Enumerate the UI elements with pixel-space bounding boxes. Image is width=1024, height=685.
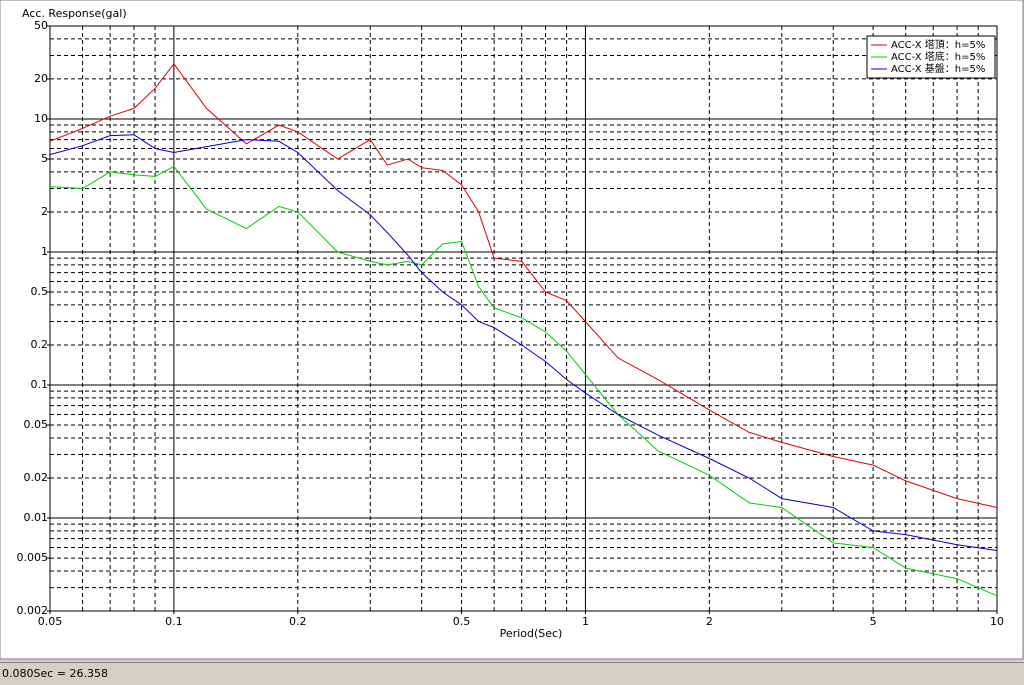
y-tick-label: 2	[41, 205, 48, 218]
legend-label: ACC-X 塔頂：h=5%	[891, 38, 985, 51]
y-tick-label: 0.5	[31, 285, 49, 298]
series-line	[49, 62, 998, 508]
y-axis-label: Acc. Response(gal)	[22, 7, 127, 20]
x-tick-label: 0.1	[165, 615, 183, 628]
chart: Acc. Response(gal) Period(Sec) 0.05 0.1 0.…	[0, 0, 1024, 660]
status-bar: 0.080Sec = 26.358	[0, 662, 1024, 684]
x-tick-label: 0.5	[453, 615, 471, 628]
y-tick-label: 5	[41, 152, 48, 165]
y-tick-label: 20	[34, 72, 48, 85]
legend-label: ACC-X 塔底：h=5%	[891, 50, 985, 63]
y-tick-label: 0.05	[24, 418, 49, 431]
y-tick-label: 0.02	[24, 471, 49, 484]
series-line	[49, 165, 998, 597]
y-tick-label: 10	[34, 112, 48, 125]
y-tick-label: 0.005	[17, 551, 49, 564]
series-line	[49, 134, 998, 551]
legend-label: ACC-X 基盤：h=5%	[891, 62, 985, 75]
legend-box	[866, 35, 996, 79]
x-tick-label: 0.2	[289, 615, 307, 628]
x-tick-label: 0.05	[38, 615, 63, 628]
y-tick-label: 0.2	[31, 338, 49, 351]
x-tick-label: 10	[990, 615, 1004, 628]
y-tick-label: 1	[41, 245, 48, 258]
x-axis-label: Period(Sec)	[500, 627, 563, 640]
y-tick-label: 0.1	[31, 378, 49, 391]
x-tick-label: 1	[582, 615, 589, 628]
x-tick-label: 5	[870, 615, 877, 628]
x-tick-label: 2	[706, 615, 713, 628]
y-tick-label: 0.01	[24, 511, 49, 524]
y-tick-label: 50	[34, 19, 48, 32]
y-tick-label: 0.002	[17, 604, 49, 617]
